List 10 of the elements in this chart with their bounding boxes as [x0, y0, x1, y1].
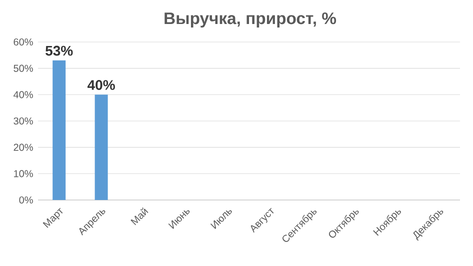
- y-tick-label: 40%: [14, 91, 33, 98]
- y-tick-label: 60%: [14, 38, 33, 46]
- data-label: 53%: [46, 46, 73, 56]
- y-tick-label: 10%: [14, 170, 33, 178]
- data-label: 40%: [88, 80, 115, 90]
- y-tick-label: 0%: [19, 196, 33, 204]
- y-tick-label: 30%: [14, 117, 33, 125]
- y-tick-label: 50%: [14, 64, 33, 72]
- y-tick-label: 20%: [14, 144, 33, 151]
- chart-title: Выручка, прирост, %: [164, 12, 336, 28]
